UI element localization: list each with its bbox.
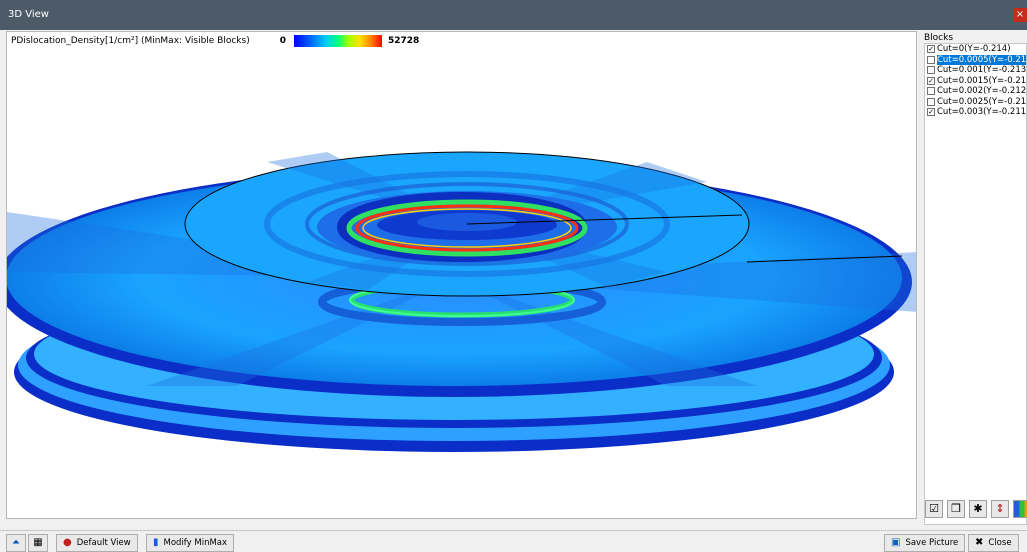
legend-max-value: 52728 bbox=[388, 36, 420, 46]
block-checkbox[interactable] bbox=[927, 87, 935, 96]
legend-variable-label: PDislocation_Density[1/cm²] (MinMax: Vis… bbox=[11, 36, 250, 46]
save-picture-label: Save Picture bbox=[905, 538, 959, 548]
block-item[interactable]: Cut=0.0005(Y=-0.213) bbox=[925, 54, 1026, 66]
color-palette-icon[interactable] bbox=[1013, 500, 1027, 518]
window-titlebar: 3D View × bbox=[0, 0, 1027, 30]
blocks-list[interactable]: ✓ Cut=0(Y=-0.214) Cut=0.0005(Y=-0.213) C… bbox=[924, 43, 1027, 525]
blocks-panel: Blocks ✓ Cut=0(Y=-0.214) Cut=0.0005(Y=-0… bbox=[920, 31, 1027, 525]
block-label: Cut=0.0015(Y=-0.212) bbox=[937, 75, 1027, 86]
block-checkbox[interactable] bbox=[927, 55, 935, 64]
block-checkbox[interactable] bbox=[927, 66, 935, 75]
top-disc bbox=[184, 151, 903, 297]
block-tools: ☑ ❐ ✱ ↕ bbox=[925, 500, 1027, 518]
block-label: Cut=0.0025(Y=-0.211) bbox=[937, 96, 1027, 107]
legend-color-bar bbox=[294, 35, 382, 47]
color-legend: PDislocation_Density[1/cm²] (MinMax: Vis… bbox=[11, 34, 419, 48]
block-checkbox[interactable]: ✓ bbox=[927, 76, 935, 85]
bar-chart-icon: ▮ bbox=[153, 537, 159, 548]
block-label: Cut=0.0005(Y=-0.213) bbox=[937, 54, 1026, 65]
save-picture-icon: ▣ bbox=[891, 537, 901, 548]
default-view-icon: ● bbox=[63, 537, 72, 548]
copy-icon[interactable]: ❐ bbox=[947, 500, 965, 518]
block-item[interactable]: Cut=0.002(Y=-0.212) bbox=[925, 86, 1026, 97]
perspective-button[interactable]: ⏶ bbox=[6, 534, 26, 552]
close-label: Close bbox=[988, 538, 1012, 548]
blocks-header: Blocks bbox=[924, 33, 954, 43]
block-item[interactable]: ✓ Cut=0.003(Y=-0.211) bbox=[925, 107, 1026, 118]
perspective-icon: ⏶ bbox=[12, 537, 20, 548]
block-item[interactable]: Cut=0.001(Y=-0.213) bbox=[925, 65, 1026, 76]
block-checkbox[interactable]: ✓ bbox=[927, 45, 935, 54]
save-picture-button[interactable]: ▣ Save Picture bbox=[884, 534, 966, 552]
block-label: Cut=0.001(Y=-0.213) bbox=[937, 65, 1027, 76]
legend-min-value: 0 bbox=[279, 36, 286, 46]
modify-minmax-label: Modify MinMax bbox=[163, 538, 228, 548]
window-close-button[interactable]: × bbox=[1013, 8, 1027, 22]
block-checkbox[interactable]: ✓ bbox=[927, 108, 935, 117]
modify-minmax-button[interactable]: ▮ Modify MinMax bbox=[146, 534, 235, 552]
block-item[interactable]: ✓ Cut=0(Y=-0.214) bbox=[925, 44, 1026, 55]
block-checkbox[interactable] bbox=[927, 97, 935, 106]
window-title: 3D View bbox=[8, 9, 49, 20]
grid-button[interactable]: ▦ bbox=[28, 534, 48, 552]
grid-icon: ▦ bbox=[33, 537, 43, 548]
block-label: Cut=0(Y=-0.214) bbox=[937, 44, 1011, 55]
default-view-button[interactable]: ● Default View bbox=[56, 534, 138, 552]
bottom-toolbar: ⏶ ▦ ● Default View ▮ Modify MinMax ▣ Sav… bbox=[0, 530, 1027, 552]
check-all-icon[interactable]: ☑ bbox=[925, 500, 943, 518]
block-label: Cut=0.002(Y=-0.212) bbox=[937, 86, 1027, 97]
block-item[interactable]: Cut=0.0025(Y=-0.211) bbox=[925, 97, 1026, 108]
default-view-label: Default View bbox=[76, 538, 131, 548]
block-label: Cut=0.003(Y=-0.211) bbox=[937, 107, 1027, 118]
close-x-icon: ✖ bbox=[975, 537, 984, 548]
asterisk-icon[interactable]: ✱ bbox=[969, 500, 987, 518]
block-item[interactable]: ✓ Cut=0.0015(Y=-0.212) bbox=[925, 76, 1026, 87]
close-button[interactable]: ✖ Close bbox=[968, 534, 1019, 552]
3d-scene[interactable] bbox=[7, 32, 917, 519]
3d-viewport[interactable]: PDislocation_Density[1/cm²] (MinMax: Vis… bbox=[6, 31, 917, 519]
sort-icon[interactable]: ↕ bbox=[991, 500, 1009, 518]
